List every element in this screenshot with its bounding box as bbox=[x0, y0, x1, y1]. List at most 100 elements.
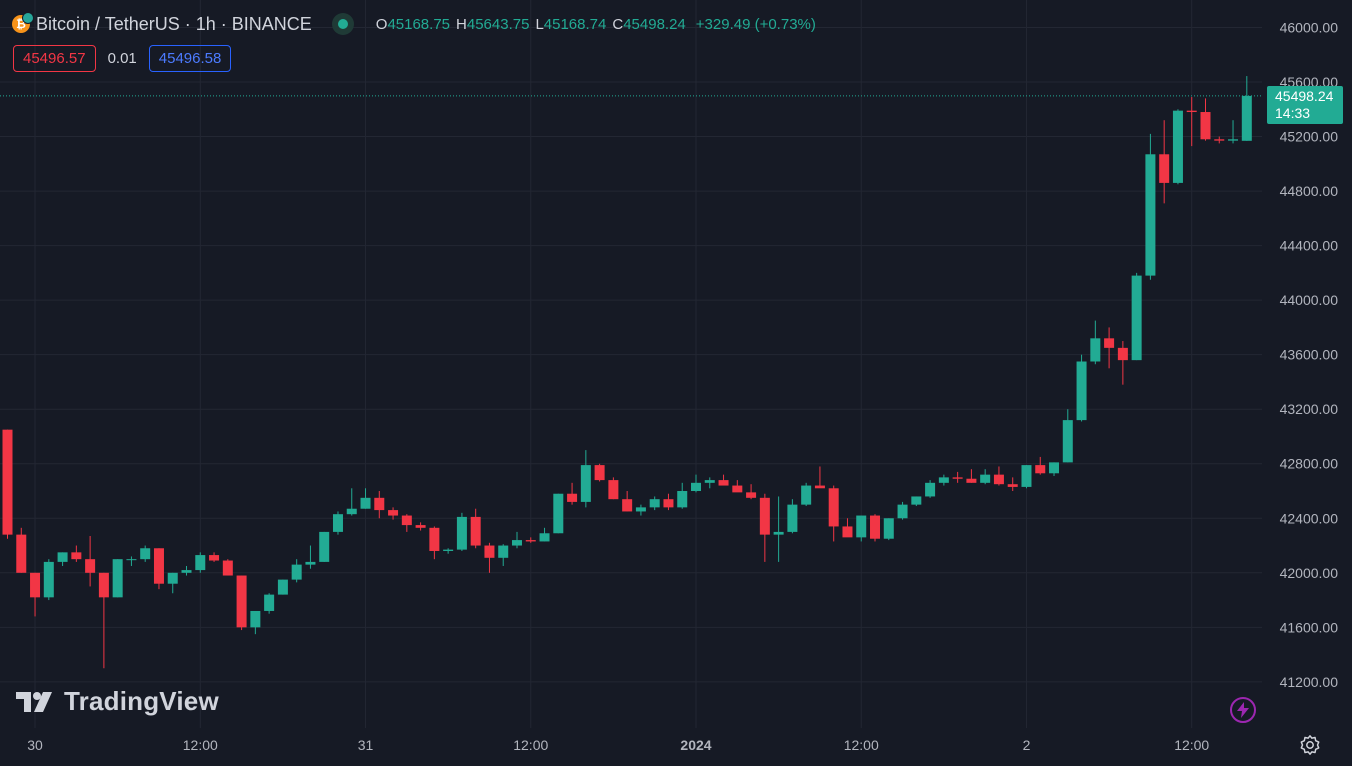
candle-body bbox=[883, 518, 894, 539]
candle-body bbox=[1145, 154, 1156, 276]
candle-body bbox=[43, 561, 54, 598]
candle-body bbox=[1035, 465, 1046, 474]
candle-body bbox=[649, 499, 660, 508]
candle-down bbox=[1007, 477, 1018, 492]
gear-icon[interactable] bbox=[1299, 734, 1321, 756]
candle-body bbox=[112, 559, 123, 598]
candle-body bbox=[360, 497, 371, 509]
x-axis-tick-label: 12:00 bbox=[513, 737, 548, 753]
candle-body bbox=[498, 545, 509, 558]
candle-body bbox=[305, 561, 316, 565]
candle-up bbox=[277, 579, 288, 595]
y-axis-tick-label: 42400.00 bbox=[1280, 510, 1339, 526]
candle-body bbox=[938, 477, 949, 483]
y-axis-tick-label: 41600.00 bbox=[1280, 619, 1339, 635]
candle-body bbox=[236, 575, 247, 628]
x-axis-tick-label: 2 bbox=[1023, 737, 1031, 753]
candle-up bbox=[897, 501, 908, 520]
candle-up bbox=[938, 474, 949, 486]
candle-up bbox=[677, 482, 688, 509]
candle-body bbox=[126, 559, 137, 561]
candle-body bbox=[1104, 338, 1115, 348]
candle-body bbox=[332, 514, 343, 532]
candle-body bbox=[16, 534, 27, 573]
candle-up bbox=[126, 556, 137, 566]
candle-up bbox=[773, 496, 784, 562]
candle-down bbox=[828, 485, 839, 542]
x-axis-tick-label: 12:00 bbox=[1174, 737, 1209, 753]
candle-down bbox=[209, 552, 220, 562]
candle-up bbox=[319, 531, 330, 562]
candle-body bbox=[966, 478, 977, 483]
candle-up bbox=[1090, 320, 1101, 365]
x-axis-tick-label: 31 bbox=[358, 737, 374, 753]
current-price-value: 45498.24 bbox=[1275, 88, 1334, 104]
candle-down bbox=[30, 572, 41, 617]
open-value: 45168.75 bbox=[387, 15, 451, 33]
lightning-icon[interactable] bbox=[1230, 697, 1256, 723]
candle-down bbox=[153, 548, 164, 590]
candle-body bbox=[1007, 484, 1018, 487]
market-status-indicator[interactable] bbox=[331, 13, 354, 35]
sell-button[interactable]: 45496.57 bbox=[13, 45, 96, 72]
lightning-glyph bbox=[1237, 702, 1249, 718]
candle-body bbox=[856, 515, 867, 538]
candle-down bbox=[374, 491, 385, 519]
candle-body bbox=[57, 552, 68, 562]
candle-up bbox=[195, 552, 206, 573]
candle-up bbox=[883, 518, 894, 541]
candle-body bbox=[1062, 420, 1073, 463]
candle-body bbox=[85, 559, 96, 573]
chart-grid bbox=[0, 0, 1262, 728]
y-axis-tick-label: 42000.00 bbox=[1280, 565, 1339, 581]
y-axis-tick-label: 41200.00 bbox=[1280, 674, 1339, 690]
candle-body bbox=[718, 480, 729, 486]
candle-body bbox=[277, 579, 288, 595]
candle-body bbox=[1076, 361, 1087, 421]
candle-body bbox=[732, 485, 743, 493]
tradingview-logo[interactable]: TradingView bbox=[16, 686, 219, 717]
candle-down bbox=[415, 522, 426, 531]
candle-body bbox=[663, 499, 674, 508]
x-axis-tick-label: 30 bbox=[27, 737, 43, 753]
candle-up bbox=[250, 610, 261, 635]
candle-up bbox=[856, 515, 867, 542]
axes: 41200.00 41600.00 42000.00 42400.00 42800.00… bbox=[27, 20, 1338, 754]
candle-up bbox=[1145, 133, 1156, 280]
candle-up bbox=[980, 469, 991, 485]
candle-body bbox=[167, 572, 178, 584]
candle-body bbox=[746, 492, 757, 498]
candle-up bbox=[787, 499, 798, 534]
candle-up bbox=[305, 545, 316, 569]
y-axis-tick-label: 44000.00 bbox=[1280, 292, 1339, 308]
candle-body bbox=[759, 497, 770, 535]
symbol-title[interactable]: Bitcoin / TetherUS · 1h · BINANCE bbox=[36, 13, 312, 34]
y-axis-tick-label: 46000.00 bbox=[1280, 20, 1339, 36]
candle-down bbox=[1159, 120, 1170, 204]
candle-down bbox=[718, 474, 729, 486]
buy-button[interactable]: 45496.58 bbox=[148, 45, 232, 72]
candle-body bbox=[319, 531, 330, 562]
candle-up bbox=[264, 593, 275, 614]
candle-up bbox=[539, 527, 550, 542]
candle-body bbox=[374, 497, 385, 511]
candle-down bbox=[966, 469, 977, 483]
candle-up bbox=[167, 572, 178, 594]
tether-badge-icon bbox=[22, 12, 34, 24]
candle-body bbox=[291, 564, 302, 580]
candle-body bbox=[470, 516, 481, 546]
candle-up bbox=[649, 496, 660, 511]
tradingview-logo-text: TradingView bbox=[64, 686, 219, 716]
candle-down bbox=[594, 463, 605, 482]
candle-down bbox=[388, 507, 399, 520]
low-label: L bbox=[535, 15, 544, 33]
x-axis-tick-label: 12:00 bbox=[183, 737, 218, 753]
candle-up bbox=[1241, 76, 1252, 141]
y-axis-tick-label: 44400.00 bbox=[1280, 238, 1339, 254]
candle-body bbox=[622, 499, 633, 512]
candle-up bbox=[1131, 272, 1142, 361]
candle-body bbox=[1117, 347, 1128, 361]
candle-body bbox=[346, 508, 357, 515]
candle-body bbox=[801, 485, 812, 505]
